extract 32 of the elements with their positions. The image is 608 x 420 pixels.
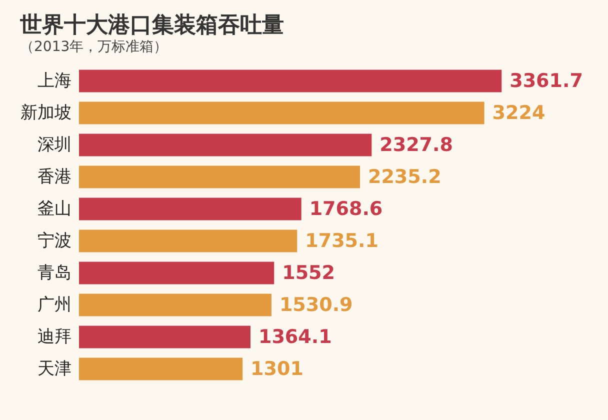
bar [79,102,484,124]
bar [79,358,243,380]
data-label: 1364.1 [258,326,332,348]
bar [79,198,302,220]
bar [79,294,272,316]
y-tick-label: 青岛 [38,263,72,283]
y-tick-label: 上海 [38,71,72,91]
y-tick-label: 香港 [38,167,72,187]
bar [79,262,274,284]
data-label: 1552 [282,262,335,284]
y-tick-label: 深圳 [38,135,72,155]
bar [79,230,298,252]
chart-subtitle: （2013年，万标准箱） [20,39,168,55]
data-label: 1768.6 [309,198,383,220]
bar [79,326,250,348]
data-label: 2235.2 [368,166,442,188]
y-tick-label: 天津 [38,359,72,379]
y-tick-label: 广州 [38,295,72,315]
data-label: 1530.9 [279,294,353,316]
chart-title: 世界十大港口集装箱吞吐量 [19,13,284,38]
y-tick-label: 釜山 [38,199,72,219]
data-label: 1735.1 [305,230,378,252]
bar [79,166,360,188]
data-label: 2327.8 [380,134,453,156]
bar [79,134,372,156]
y-tick-label: 宁波 [38,231,72,251]
y-tick-label: 新加坡 [20,103,72,123]
y-tick-label: 迪拜 [38,327,72,347]
data-label: 3224 [492,102,546,124]
data-label: 1301 [250,358,304,380]
data-label: 3361.7 [510,70,583,92]
bar [79,70,502,92]
